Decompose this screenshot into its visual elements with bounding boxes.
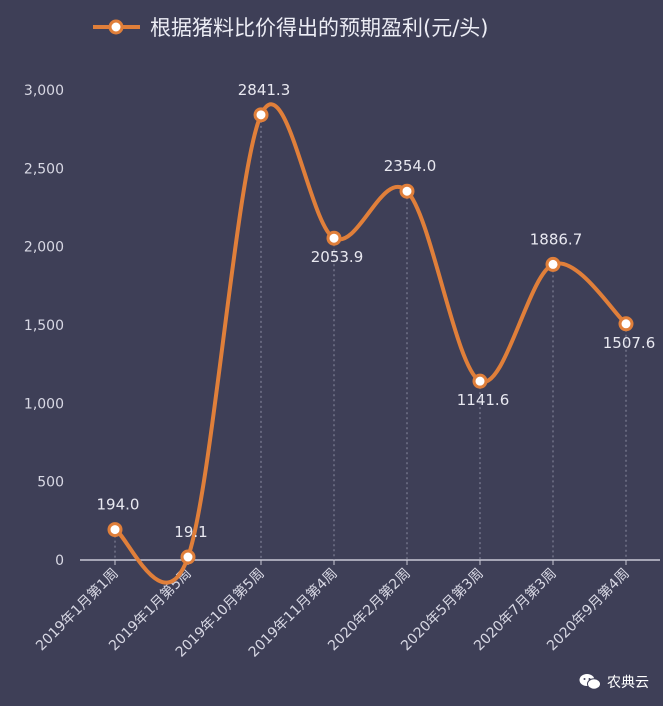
- y-tick-label: 1,000: [24, 396, 64, 412]
- data-label: 1507.6: [603, 334, 656, 352]
- data-point: [545, 256, 561, 272]
- y-tick-label: 1,500: [24, 318, 64, 334]
- y-tick-label: 3,000: [24, 83, 64, 99]
- data-point: [326, 230, 342, 246]
- data-labels: 194.0 19.1 2841.3 2053.9 2354.0 1141.6 1886.7 1…: [97, 81, 656, 541]
- y-tick-label: 0: [55, 553, 64, 569]
- data-label: 19.1: [174, 523, 207, 541]
- data-point: [472, 373, 488, 389]
- series-line: [113, 102, 628, 585]
- data-label: 2841.3: [238, 81, 291, 99]
- data-label: 1141.6: [457, 391, 510, 409]
- data-point: [180, 549, 196, 565]
- y-tick-label: 2,500: [24, 161, 64, 177]
- y-tick-label: 500: [37, 475, 64, 491]
- legend: 根据猪料比价得出的预期盈利(元/头): [93, 16, 488, 40]
- watermark-text: 农典云: [607, 675, 649, 691]
- legend-label: 根据猪料比价得出的预期盈利(元/头): [150, 16, 488, 40]
- watermark: 农典云: [579, 672, 649, 692]
- legend-marker-swatch: [108, 19, 124, 35]
- data-label: 1886.7: [530, 230, 583, 248]
- data-point: [253, 107, 269, 123]
- y-tick-label: 2,000: [24, 240, 64, 256]
- data-point: [107, 522, 123, 538]
- markers: [107, 107, 634, 565]
- drop-lines: [114, 120, 627, 564]
- data-label: 2354.0: [384, 157, 437, 175]
- data-label: 2053.9: [311, 248, 364, 266]
- wechat-icon: [579, 674, 601, 690]
- axes: 05001,0001,5002,0002,5003,0002019年1月第1周2…: [24, 83, 660, 661]
- data-point: [618, 316, 634, 332]
- data-label: 194.0: [97, 496, 140, 514]
- data-point: [399, 183, 415, 199]
